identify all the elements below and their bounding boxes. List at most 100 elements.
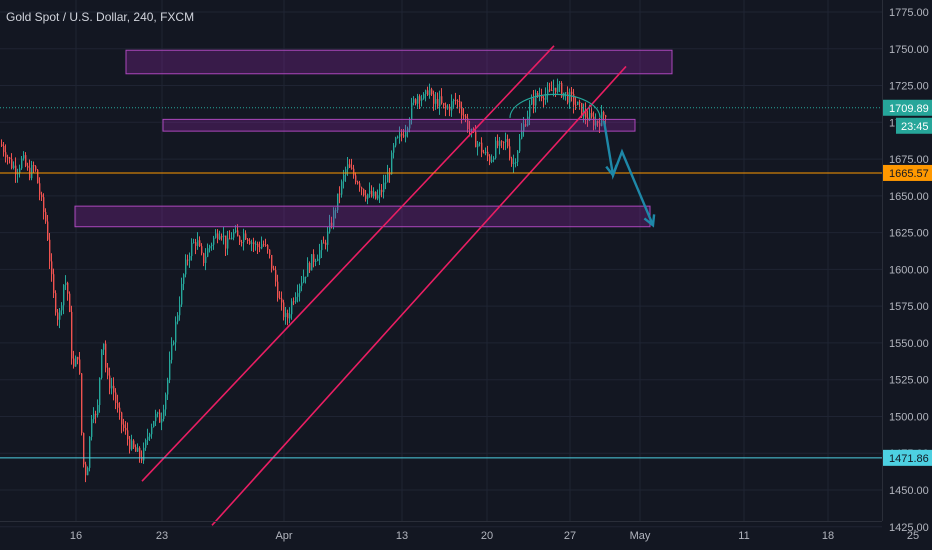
- candle-body: [41, 194, 43, 198]
- candle-body: [97, 405, 99, 416]
- candle-body: [385, 182, 387, 184]
- candle-body: [443, 103, 445, 106]
- candle-body: [515, 161, 517, 163]
- channel-trendline: [141, 45, 555, 482]
- forecast-arrow: [602, 120, 655, 226]
- candle-body: [525, 124, 527, 126]
- candle-body: [231, 237, 233, 240]
- candle-body: [597, 121, 599, 124]
- candle-body: [579, 101, 581, 104]
- candle-body: [349, 164, 351, 168]
- price-label-text: 1665.57: [889, 168, 929, 180]
- candle-body: [429, 89, 431, 95]
- price-axis[interactable]: 1775.001750.001725.001700.001675.001650.…: [882, 0, 932, 550]
- candle-body: [15, 165, 17, 175]
- time-axis[interactable]: 16 23 Apr 13 20 27 May 11 18 25: [0, 521, 919, 543]
- candle-body: [409, 119, 411, 129]
- candle-body: [75, 356, 77, 367]
- candle-body: [257, 243, 259, 248]
- y-tick-label: 1450.00: [889, 485, 929, 497]
- candle-body: [53, 274, 55, 294]
- y-tick-label: 1425.00: [889, 522, 929, 534]
- candle-body: [221, 236, 223, 238]
- candle-body: [119, 407, 121, 413]
- candle-body: [31, 165, 33, 179]
- candle-body: [167, 379, 169, 395]
- candle-body: [427, 90, 429, 95]
- candle-body: [425, 90, 427, 95]
- x-tick-label: Apr: [275, 530, 292, 542]
- candle-body: [533, 98, 535, 106]
- candle-body: [85, 464, 87, 476]
- candle-body: [401, 133, 403, 136]
- candle-body: [213, 237, 215, 245]
- candle-body: [479, 142, 481, 144]
- candle-body: [315, 260, 317, 262]
- candle-body: [441, 96, 443, 104]
- candle-body: [553, 87, 555, 91]
- candle-body: [1, 144, 3, 146]
- candle-body: [599, 123, 601, 126]
- chart-title: Gold Spot / U.S. Dollar, 240, FXCM: [6, 10, 194, 24]
- candle-body: [191, 242, 193, 256]
- candle-body: [9, 157, 11, 160]
- candle-body: [101, 349, 103, 378]
- price-label-text: 1471.86: [889, 453, 929, 465]
- candle-body: [557, 84, 559, 92]
- x-tick-label: 20: [481, 530, 493, 542]
- candle-body: [161, 418, 163, 423]
- candle-body: [321, 242, 323, 251]
- x-tick-label: 23: [156, 530, 168, 542]
- candle-body: [403, 135, 405, 137]
- candle-body: [489, 156, 491, 162]
- candle-body: [249, 241, 251, 244]
- candle-body: [81, 373, 83, 434]
- candle-body: [471, 128, 473, 131]
- candle-body: [151, 427, 153, 435]
- candle-body: [477, 143, 479, 148]
- candle-body: [505, 139, 507, 143]
- candle-body: [389, 173, 391, 175]
- candle-body: [381, 189, 383, 193]
- candle-body: [327, 231, 329, 245]
- candle-body: [163, 409, 165, 419]
- candle-body: [201, 246, 203, 254]
- candle-body: [421, 98, 423, 101]
- y-tick-label: 1675.00: [889, 154, 929, 166]
- candle-body: [287, 313, 289, 319]
- candle-body: [377, 195, 379, 199]
- candle-body: [73, 358, 75, 367]
- candle-body: [369, 190, 371, 195]
- candle-body: [419, 96, 421, 101]
- candle-body: [559, 83, 561, 85]
- candle-body: [187, 259, 189, 261]
- candle-body: [111, 385, 113, 389]
- candle-body: [135, 447, 137, 452]
- candle-body: [541, 95, 543, 99]
- candle-body: [491, 159, 493, 162]
- candle-body: [305, 276, 307, 278]
- candle-body: [375, 191, 377, 199]
- price-label-text: 1709.89: [889, 103, 929, 115]
- candle-body: [483, 152, 485, 154]
- candle-body: [281, 298, 283, 303]
- candle-body: [235, 230, 237, 233]
- candle-body: [311, 254, 313, 271]
- candle-body: [115, 392, 117, 403]
- countdown-label-text: 23:45: [901, 121, 929, 133]
- candle-body: [399, 133, 401, 137]
- candle-body: [519, 138, 521, 152]
- candle-body: [127, 430, 129, 440]
- candle-body: [383, 182, 385, 193]
- y-tick-label: 1750.00: [889, 44, 929, 56]
- candle-body: [147, 436, 149, 441]
- candle-body: [179, 304, 181, 316]
- candle-body: [241, 242, 243, 244]
- candle-body: [359, 183, 361, 188]
- candle-body: [573, 94, 575, 105]
- candle-body: [531, 98, 533, 105]
- candle-body: [59, 310, 61, 320]
- candle-body: [367, 194, 369, 199]
- x-tick-label: 11: [738, 530, 749, 542]
